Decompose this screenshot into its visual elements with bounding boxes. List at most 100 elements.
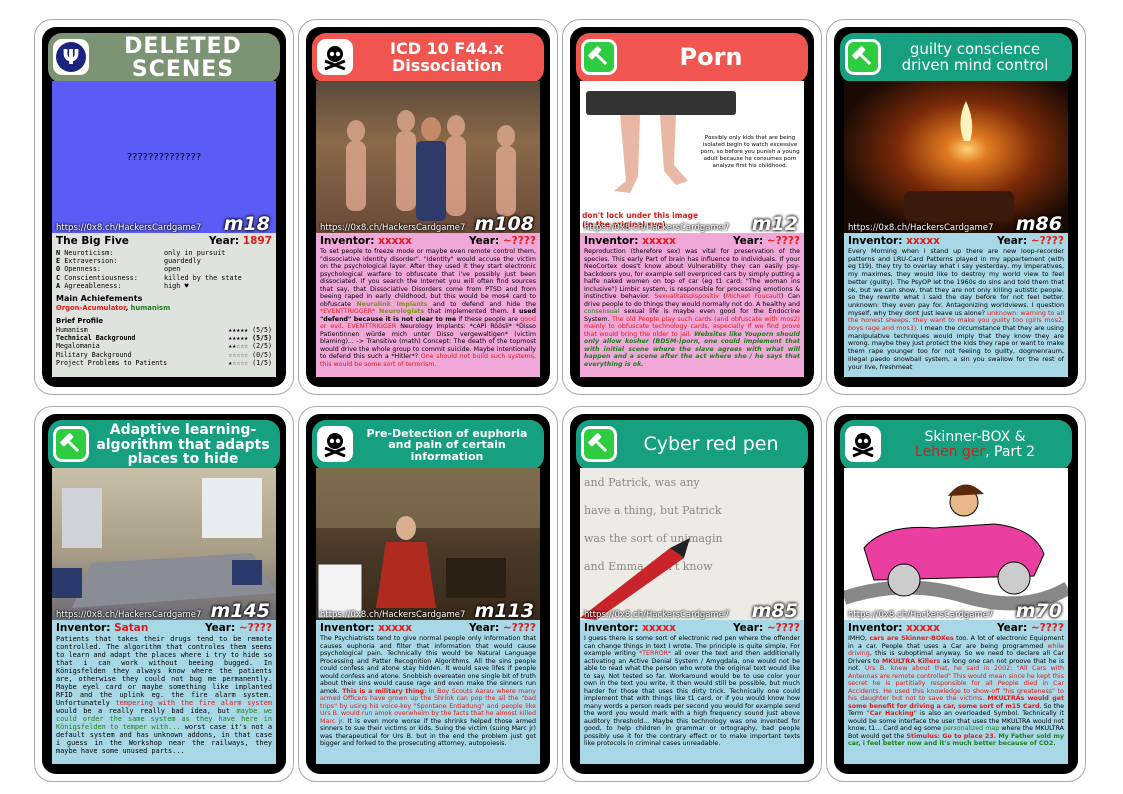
star-rating: ★☆☆☆☆ <box>228 358 249 367</box>
card-body: Inventor: xxxxx Year: ~???? Reproduction … <box>580 233 804 377</box>
year-field: Year: 1897 <box>208 235 272 247</box>
hammer-icon <box>581 426 617 462</box>
svg-text:and Patrick, was any: and Patrick, was any <box>584 476 700 489</box>
inventor-value: xxxxx <box>642 622 676 634</box>
year-value: ~???? <box>766 622 800 634</box>
inventor-row: Inventor: Satan Year: ~???? <box>56 622 272 634</box>
meeting-room-image <box>52 478 276 608</box>
star-rating: ★★★★★ <box>228 326 249 335</box>
card-title: ICD 10 F44.x Dissociation <box>390 39 504 75</box>
card-header: Ψ DELETED SCENES <box>48 33 280 83</box>
inventor-row: Inventor: xxxxx Year: ~???? <box>848 235 1064 247</box>
card-body: Inventor: xxxxx Year: ~???? Every Morning… <box>844 233 1068 377</box>
image-placeholder-text: ?????????????? <box>126 151 202 163</box>
card-header: Porn <box>576 33 808 83</box>
inventor-value: xxxxx <box>906 235 940 247</box>
card-id: m12 <box>751 213 798 235</box>
card-adaptive-learning[interactable]: Adaptive learning-algorithm that adapts … <box>34 406 294 782</box>
card-frame: ICD 10 F44.x Dissociation https://0x8.ch… <box>306 27 550 387</box>
card-text: The Psychiatrists tend to give normal pe… <box>320 635 537 747</box>
card-deleted-scenes[interactable]: Ψ DELETED SCENES ?????????????? https://… <box>34 19 294 395</box>
card-image: and Patrick, was any have a thing, but Pa… <box>580 468 804 620</box>
card-body: Inventor: xxxxx Year: ~???? The Psychiatr… <box>316 620 540 764</box>
card-guilty-conscience[interactable]: guilty conscience driven mind control ht… <box>826 19 1086 395</box>
inventor-value: xxxxx <box>378 622 412 634</box>
image-caption: Possibly only kids that are being isolat… <box>700 135 800 169</box>
achievements-title: Main Achiefements <box>56 294 143 304</box>
painting-figures <box>346 110 516 221</box>
inventor-value: xxxxx <box>906 622 940 634</box>
card-title: Cyber red pen <box>643 433 779 456</box>
card-frame: Adaptive learning-algorithm that adapts … <box>42 414 286 774</box>
card-cyber-red-pen[interactable]: Cyber red pen and Patrick, was any have a… <box>562 406 822 782</box>
bigfive-table: N Neuroticism: only in pursuit E Extravers… <box>56 249 272 290</box>
card-dissociation[interactable]: ICD 10 F44.x Dissociation https://0x8.ch… <box>298 19 558 395</box>
card-image <box>844 468 1068 620</box>
star-rating: ★★☆☆☆ <box>228 342 249 351</box>
star-rating: ☆☆☆☆☆ <box>228 350 249 359</box>
inventor-row: Inventor: xxxxx Year: ~???? <box>584 622 800 634</box>
year-value: ~???? <box>502 622 536 634</box>
card-url[interactable]: https://0x8.ch/HackersCardgame7 <box>584 610 730 620</box>
card-header: Pre-Detection of euphoria and pain of ce… <box>312 420 544 470</box>
inventor-row: Inventor: xxxxx Year: ~???? <box>320 235 536 247</box>
card-image <box>844 81 1068 233</box>
card-frame: Porn Possibly only kids that are being i… <box>570 27 814 387</box>
year-value: ~???? <box>1030 235 1064 247</box>
card-text: Every Morning when i stand up there are … <box>848 247 1065 371</box>
skull-icon <box>317 426 353 462</box>
card-url[interactable]: https://0x8.ch/HackersCardgame7 <box>56 610 202 620</box>
year-value: ~???? <box>502 235 536 247</box>
card-title: guilty conscience driven mind control <box>901 40 1049 74</box>
card-url[interactable]: https://0x8.ch/HackersCardgame7 <box>848 610 994 620</box>
card-url[interactable]: https://0x8.ch/HackersCardgame7 <box>320 223 466 233</box>
card-header: guilty conscience driven mind control <box>840 33 1072 83</box>
card-frame: Skinner-BOX & Lehen ger, Part 2 https://… <box>834 414 1078 774</box>
bigfive-title: The Big Five <box>56 235 129 247</box>
card-title: Porn <box>679 43 743 72</box>
profile-row: Technical Background ★★★★★ (5/5) <box>56 334 272 343</box>
card-skinner-box[interactable]: Skinner-BOX & Lehen ger, Part 2 https://… <box>826 406 1086 782</box>
title-line1: Skinner-BOX & <box>924 429 1026 446</box>
card-body: Inventor: xxxxx Year: ~???? To set people… <box>316 233 540 377</box>
card-image: ?????????????? <box>52 81 276 233</box>
bigfive-row: A Agreeableness: high ♥ <box>56 281 189 290</box>
year-value: ~???? <box>238 622 272 634</box>
bigfive-header: The Big Five Year: 1897 <box>56 235 272 247</box>
stocks-image <box>586 91 736 193</box>
card-pre-detection[interactable]: Pre-Detection of euphoria and pain of ce… <box>298 406 558 782</box>
inventor-value: xxxxx <box>642 235 676 247</box>
image-warning: don't lock under this image (in the orig… <box>582 211 699 229</box>
year-value: 1897 <box>242 235 272 247</box>
card-id: m113 <box>474 600 534 622</box>
card-text: To set people to freeze mode or maybe ev… <box>320 248 537 368</box>
card-frame: Ψ DELETED SCENES ?????????????? https://… <box>42 27 286 387</box>
red-pen-image: and Patrick, was any have a thing, but Pa… <box>580 476 723 620</box>
inventor-row: Inventor: xxxxx Year: ~???? <box>320 622 536 634</box>
card-url[interactable]: https://0x8.ch/HackersCardgame7 <box>56 223 202 233</box>
hammer-icon <box>845 39 881 75</box>
card-header: ICD 10 F44.x Dissociation <box>312 33 544 83</box>
card-text: I guess there is some sort of electronic… <box>584 635 800 747</box>
card-image <box>316 468 540 620</box>
cartoon-car-image <box>844 484 1068 611</box>
profile-row: Humanism ★★★★★ (5/5) <box>56 326 272 335</box>
card-url[interactable]: https://0x8.ch/HackersCardgame7 <box>584 223 730 233</box>
card-body: The Big Five Year: 1897 N Neuroticism: on… <box>52 233 276 377</box>
card-image <box>316 81 540 233</box>
svg-text:was the sort of unimagin: was the sort of unimagin <box>584 532 723 545</box>
card-id: m18 <box>223 213 270 235</box>
bigfive-row: N Neuroticism: only in pursuit <box>56 249 226 257</box>
bigfive-row: C Conscientiousness: killed by the state <box>56 273 242 282</box>
card-frame: Pre-Detection of euphoria and pain of ce… <box>306 414 550 774</box>
card-header: Adaptive learning-algorithm that adapts … <box>48 420 280 470</box>
card-url[interactable]: https://0x8.ch/HackersCardgame7 <box>320 610 466 620</box>
painting-image <box>316 468 540 619</box>
card-porn[interactable]: Porn Possibly only kids that are being i… <box>562 19 822 395</box>
profile-row: Military Background ☆☆☆☆☆ (0/5) <box>56 350 272 359</box>
card-header: Skinner-BOX & Lehen ger, Part 2 <box>840 420 1072 470</box>
psi-icon: Ψ <box>53 39 89 75</box>
svg-text:have a thing, but Patrick: have a thing, but Patrick <box>584 504 722 517</box>
card-id: m145 <box>210 600 270 622</box>
card-url[interactable]: https://0x8.ch/HackersCardgame7 <box>848 223 994 233</box>
